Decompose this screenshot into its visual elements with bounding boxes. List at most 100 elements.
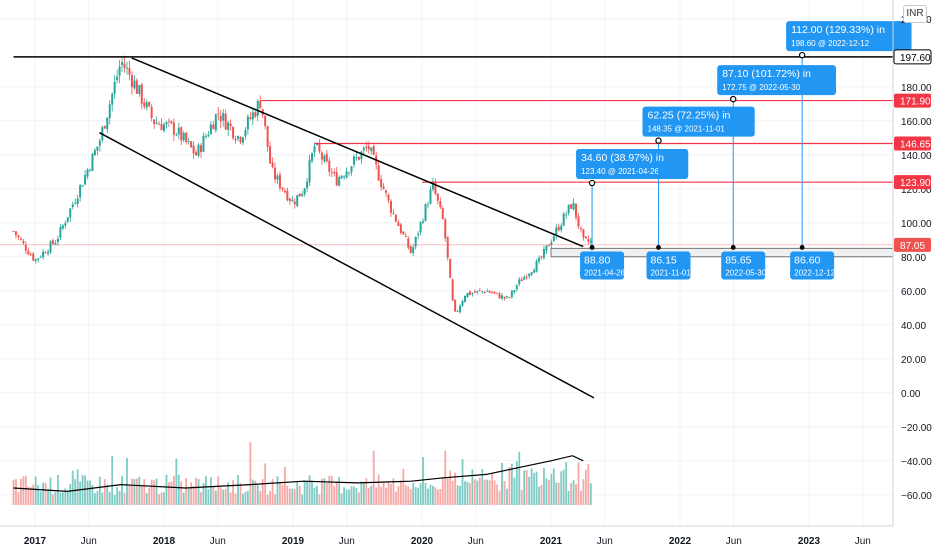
candle-body: [172, 122, 175, 135]
candle-body: [538, 257, 541, 262]
price-tick-label: 60.00: [901, 287, 926, 298]
candle-body: [266, 125, 269, 147]
candle-body: [59, 227, 62, 238]
volume-bar: [20, 478, 22, 505]
volume-bar: [145, 493, 148, 505]
candle-body: [491, 292, 494, 294]
candle-body: [498, 293, 501, 299]
volume-bar: [414, 487, 417, 505]
volume-bar: [281, 484, 284, 505]
volume-bar: [242, 493, 244, 505]
candle-body: [533, 270, 536, 273]
candle-body: [466, 292, 469, 298]
volume-bar: [293, 488, 296, 505]
target-label-2: 87.10 (101.72%) in 172.75 @ 2022-05-30: [717, 65, 837, 96]
volume-bar: [419, 483, 422, 505]
volume-bar: [365, 478, 368, 505]
volume-bar: [382, 482, 385, 505]
candle-body: [86, 169, 89, 177]
candle-body: [283, 190, 286, 193]
volume-bar: [163, 492, 165, 505]
candle-body: [229, 123, 232, 127]
price-tick-label: 40.00: [901, 321, 926, 332]
volume-bar: [390, 484, 392, 505]
target-title: 87.10 (101.72%) in: [722, 68, 811, 80]
candle-body: [224, 113, 227, 130]
candle-body: [584, 236, 587, 239]
level-tag-1-box: [894, 93, 931, 108]
candle-body: [577, 216, 580, 227]
base-label-box: [790, 251, 835, 280]
level-tag-0-box: [893, 49, 932, 65]
target-label-3: 112.00 (129.33%) in 198.60 @ 2022-12-12: [786, 21, 912, 52]
volume-bar: [565, 462, 568, 505]
volume-bar: [296, 481, 299, 505]
volume-bar: [84, 475, 86, 505]
target-point-3: [798, 51, 806, 59]
volume-bar: [15, 479, 17, 505]
volume-bar: [483, 479, 486, 505]
volume-bar: [306, 481, 308, 505]
volume-bar: [116, 487, 119, 505]
time-tick-label: 2018: [153, 536, 176, 547]
candle-body: [96, 146, 99, 151]
candle-body: [29, 254, 32, 256]
candle-body: [170, 121, 173, 124]
volume-bar: [251, 479, 254, 505]
base-date: 2022-05-30: [725, 268, 766, 277]
time-tick-label: Jun: [855, 536, 871, 547]
volume-bar: [49, 477, 52, 505]
target-title: 62.25 (72.25%) in: [648, 110, 731, 122]
candle-body: [422, 221, 425, 223]
volume-bar: [190, 482, 193, 505]
volume-bar: [27, 486, 30, 505]
candle-body: [291, 199, 294, 202]
volume-bar: [434, 487, 437, 505]
candle-body: [271, 162, 274, 168]
volume-bar: [153, 480, 156, 505]
volume-bar: [580, 490, 582, 505]
candle-body: [54, 242, 57, 245]
volume-bar: [355, 488, 358, 505]
volume-bar: [555, 482, 558, 505]
candle-body: [192, 145, 195, 154]
volume-bar: [192, 486, 195, 505]
candle-body: [239, 137, 242, 143]
candle-body: [281, 187, 284, 190]
candle-body: [362, 147, 365, 151]
volume-bar: [98, 476, 101, 505]
volume-bar: [528, 476, 531, 505]
volume-bar: [550, 473, 553, 505]
candle-body: [91, 153, 94, 171]
volume-bar: [254, 480, 257, 505]
candle-body: [207, 134, 210, 137]
volume-bar: [404, 485, 407, 505]
volume-bar: [543, 468, 545, 505]
volume-bar: [328, 475, 331, 505]
target-label-box: [717, 65, 837, 96]
candle-body: [88, 169, 91, 171]
volume-bar: [239, 483, 242, 505]
level-tag-3-box: [894, 175, 931, 190]
volume-bar: [318, 494, 321, 505]
candle-body: [234, 138, 237, 141]
candle-body: [464, 296, 466, 302]
candle-body: [493, 291, 496, 294]
base-label-0: 88.80 2021-04-26: [580, 251, 626, 280]
candle-body: [560, 225, 563, 231]
volume-bar: [229, 492, 232, 505]
time-tick-label: Jun: [339, 536, 355, 547]
volume-bar: [343, 487, 346, 505]
candle-body: [125, 67, 128, 69]
volume-bar: [106, 484, 109, 505]
candle-body: [175, 134, 178, 136]
candle-body: [34, 259, 37, 262]
volume-bar: [533, 472, 535, 505]
candle-body: [274, 167, 277, 180]
candle-body: [116, 76, 119, 81]
volume-bar: [589, 483, 592, 505]
candle-body: [501, 295, 504, 299]
candle-body: [108, 104, 111, 119]
volume-bar: [552, 468, 555, 505]
